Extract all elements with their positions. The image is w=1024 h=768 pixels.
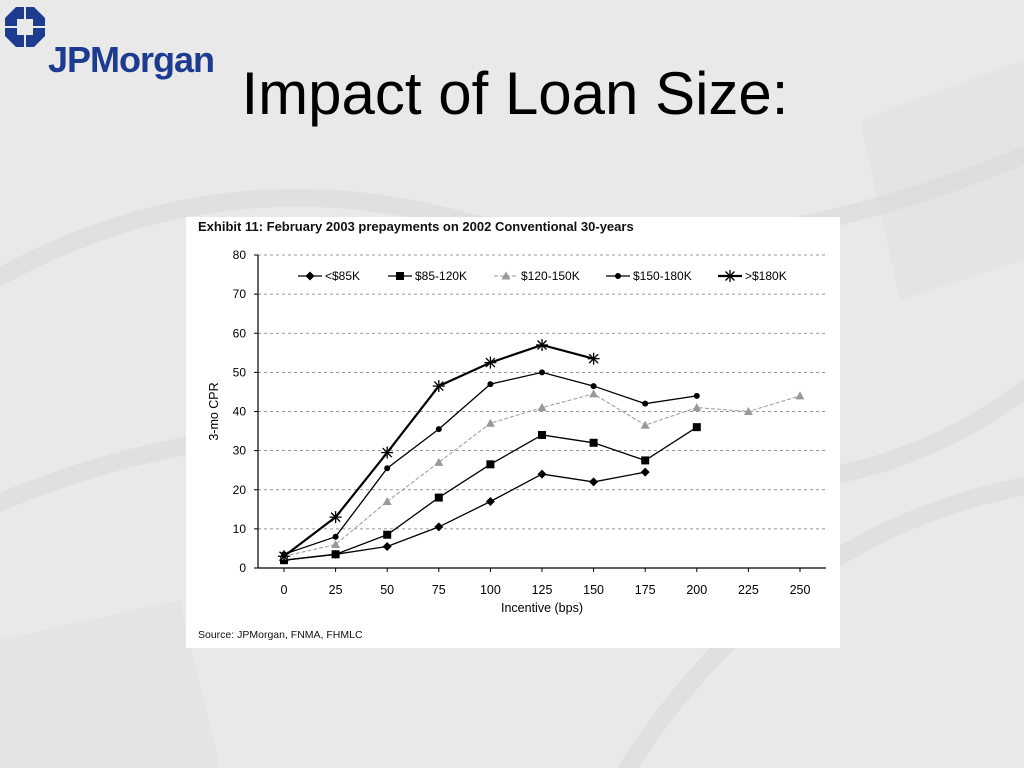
data-point [485, 418, 495, 427]
data-point [331, 540, 341, 549]
x-tick-label: 50 [380, 583, 394, 597]
data-point [539, 369, 545, 376]
data-point [693, 392, 700, 399]
data-point [329, 511, 342, 524]
data-point [382, 496, 392, 505]
data-point [536, 338, 548, 351]
data-point [642, 400, 649, 407]
series-line-0 [283, 471, 646, 561]
data-point [383, 530, 392, 539]
x-tick-label: 225 [738, 583, 759, 597]
legend-marker [724, 270, 736, 282]
legend-label: $85-120K [415, 269, 467, 283]
x-tick-label: 175 [635, 583, 656, 597]
data-point [589, 477, 599, 487]
data-point [485, 496, 495, 506]
data-point [487, 381, 494, 388]
data-point [332, 533, 339, 540]
data-point [486, 460, 495, 469]
data-point [589, 438, 598, 447]
x-tick-label: 125 [532, 583, 553, 597]
data-point [795, 391, 805, 400]
data-point [692, 403, 702, 412]
data-point [743, 407, 753, 415]
data-point [692, 423, 701, 432]
x-tick-label: 0 [281, 583, 288, 597]
y-tick-label: 80 [233, 248, 247, 262]
chart: 0 10 20 30 40 50 60 70 80 0 25 50 75 100 125 150 175 200 2… [207, 248, 826, 615]
data-point [590, 383, 597, 390]
x-tick-label: 250 [790, 583, 811, 597]
x-tick-label: 150 [583, 583, 604, 597]
data-point [381, 446, 394, 459]
y-tick-label: 70 [233, 287, 247, 301]
data-point [331, 550, 340, 559]
legend-label: <$85K [325, 269, 360, 283]
x-tick-label: 75 [432, 583, 446, 597]
data-point [589, 389, 599, 398]
data-point [640, 467, 650, 477]
x-tick-label: 25 [329, 583, 343, 597]
data-point [435, 426, 442, 433]
data-point [434, 493, 443, 502]
logo-wordmark: JPMorgan [48, 39, 215, 80]
x-axis-label: Incentive (bps) [501, 601, 583, 615]
data-point [537, 403, 547, 412]
source-note: Source: JPMorgan, FNMA, FHMLC [198, 629, 363, 641]
page-title: Impact of Loan Size: [241, 60, 789, 127]
exhibit-panel: 0 10 20 30 40 50 60 70 80 0 25 50 75 100 125 150 175 200 2… [186, 217, 840, 648]
y-tick-label: 10 [233, 522, 247, 536]
legend-marker [305, 271, 315, 281]
y-tick-label: 20 [233, 483, 247, 497]
y-tick-label: 30 [233, 444, 247, 458]
jpmorgan-logo: JPMorgan [4, 6, 254, 80]
y-tick-label: 40 [233, 405, 247, 419]
legend-label: $150-180K [633, 269, 692, 283]
data-point [537, 469, 547, 479]
legend-marker [396, 272, 404, 280]
data-point [434, 522, 444, 532]
y-tick-label: 0 [239, 561, 246, 575]
data-point [384, 465, 391, 472]
data-point [484, 356, 497, 369]
legend-label: $120-150K [521, 269, 580, 283]
y-tick-label: 50 [233, 365, 247, 379]
data-point [641, 456, 650, 465]
exhibit-title: Exhibit 11: February 2003 prepayments on… [198, 219, 634, 234]
x-tick-label: 100 [480, 583, 501, 597]
data-point [587, 352, 600, 365]
legend-label: >$180K [745, 269, 787, 283]
data-point [432, 380, 445, 393]
legend-marker [501, 271, 511, 280]
data-point [538, 430, 546, 439]
data-point [434, 457, 444, 466]
data-point [382, 541, 392, 551]
y-tick-label: 60 [233, 326, 247, 340]
jpmorgan-octagon-icon [4, 6, 46, 48]
data-point [640, 420, 650, 429]
series-line-1 [283, 426, 698, 561]
x-tick-label: 200 [686, 583, 707, 597]
y-axis-label: 3-mo CPR [207, 382, 221, 440]
legend-marker [615, 273, 621, 279]
data-point [278, 550, 290, 563]
